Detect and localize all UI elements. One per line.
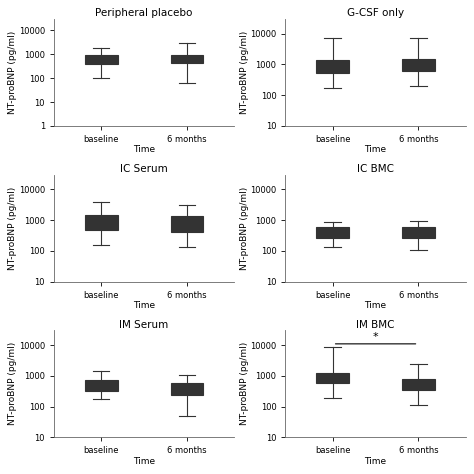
PathPatch shape bbox=[171, 55, 203, 64]
Y-axis label: NT-proBNP (pg/ml): NT-proBNP (pg/ml) bbox=[9, 342, 18, 426]
PathPatch shape bbox=[402, 227, 435, 238]
X-axis label: Time: Time bbox=[133, 146, 155, 155]
Y-axis label: NT-proBNP (pg/ml): NT-proBNP (pg/ml) bbox=[240, 342, 249, 426]
X-axis label: Time: Time bbox=[365, 456, 387, 465]
X-axis label: Time: Time bbox=[365, 146, 387, 155]
Y-axis label: NT-proBNP (pg/ml): NT-proBNP (pg/ml) bbox=[240, 187, 249, 270]
Text: *: * bbox=[373, 332, 378, 342]
PathPatch shape bbox=[316, 60, 349, 73]
PathPatch shape bbox=[171, 383, 203, 395]
PathPatch shape bbox=[85, 216, 118, 230]
Title: IM BMC: IM BMC bbox=[356, 319, 395, 330]
Title: IC Serum: IC Serum bbox=[120, 164, 168, 174]
PathPatch shape bbox=[402, 379, 435, 390]
Y-axis label: NT-proBNP (pg/ml): NT-proBNP (pg/ml) bbox=[9, 187, 18, 270]
PathPatch shape bbox=[85, 381, 118, 391]
Title: Peripheral placebo: Peripheral placebo bbox=[95, 9, 193, 18]
PathPatch shape bbox=[171, 216, 203, 232]
PathPatch shape bbox=[316, 373, 349, 383]
X-axis label: Time: Time bbox=[133, 456, 155, 465]
PathPatch shape bbox=[316, 227, 349, 237]
PathPatch shape bbox=[85, 55, 118, 64]
Title: G-CSF only: G-CSF only bbox=[347, 9, 404, 18]
Y-axis label: NT-proBNP (pg/ml): NT-proBNP (pg/ml) bbox=[9, 31, 18, 114]
Title: IC BMC: IC BMC bbox=[357, 164, 394, 174]
X-axis label: Time: Time bbox=[365, 301, 387, 310]
Title: IM Serum: IM Serum bbox=[119, 319, 169, 330]
X-axis label: Time: Time bbox=[133, 301, 155, 310]
Y-axis label: NT-proBNP (pg/ml): NT-proBNP (pg/ml) bbox=[240, 31, 249, 114]
PathPatch shape bbox=[402, 59, 435, 71]
